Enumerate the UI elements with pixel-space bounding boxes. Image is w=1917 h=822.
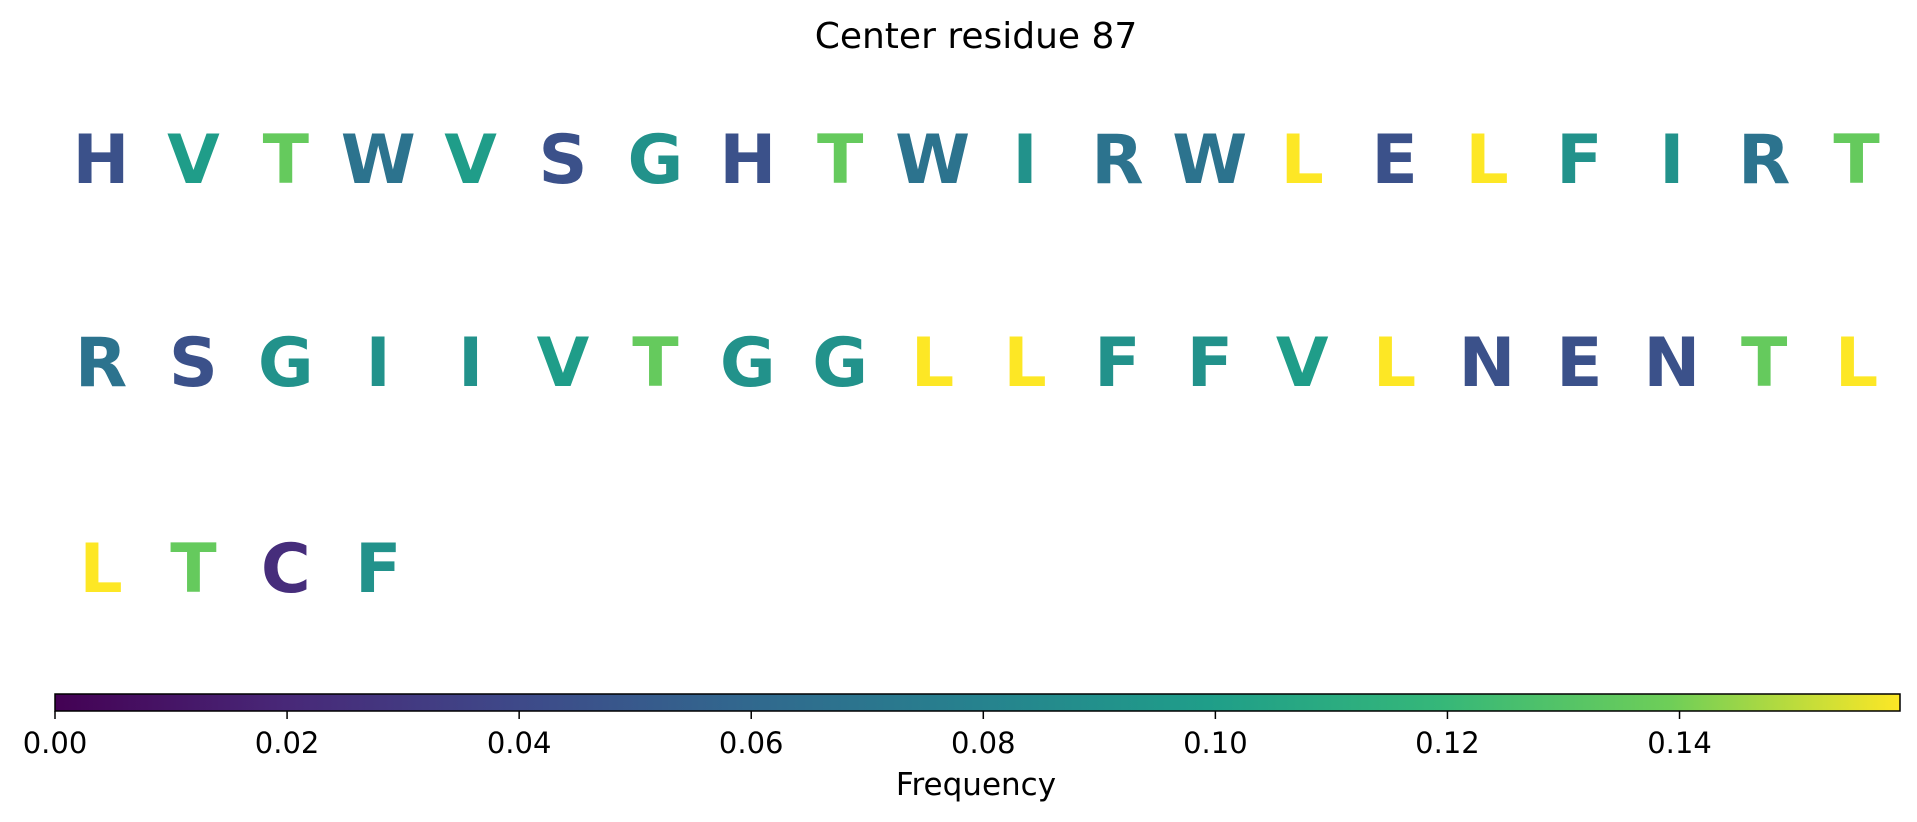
residue-letter: E <box>1371 121 1417 200</box>
residue-letter: I <box>1659 121 1684 200</box>
residue-letter: W <box>1172 121 1247 200</box>
residue-letter: F <box>1094 324 1140 403</box>
residue-letter: L <box>1373 324 1416 403</box>
residue-letter: L <box>1835 324 1878 403</box>
residue-letter: T <box>1833 121 1880 200</box>
residue-grid: H V T W V S G H T W I R W L E L F I R TR S G I I V T G G L L F F V L N E N T L… <box>73 121 1881 609</box>
residue-letter: T <box>1741 324 1788 403</box>
residue-letter: L <box>911 324 954 403</box>
residue-letter: L <box>1465 121 1508 200</box>
residue-letter: G <box>812 324 868 403</box>
residue-letter: V <box>167 121 220 200</box>
colorbar-label: Frequency <box>896 767 1056 803</box>
residue-letter: C <box>261 530 311 609</box>
colorbar: 0.00 0.02 0.04 0.06 0.08 0.10 0.12 0.14 Frequen… <box>23 693 1901 803</box>
colorbar-tick-label: 0.02 <box>255 726 320 760</box>
residue-letter: E <box>1556 324 1602 403</box>
residue-letter: G <box>720 324 776 403</box>
residue-letter: I <box>366 324 391 403</box>
residue-letter: G <box>258 324 314 403</box>
residue-letter: W <box>341 121 416 200</box>
colorbar-tick-label: 0.14 <box>1647 726 1712 760</box>
residue-letter: W <box>895 121 970 200</box>
colorbar-ticks: 0.00 0.02 0.04 0.06 0.08 0.10 0.12 0.14 <box>23 711 1712 760</box>
residue-letter: F <box>1556 121 1602 200</box>
residue-letter: L <box>1281 121 1324 200</box>
colorbar-gradient <box>54 693 1901 712</box>
residue-letter: N <box>1643 324 1700 403</box>
chart-title: Center residue 87 <box>815 16 1138 57</box>
residue-letter: R <box>1091 121 1143 200</box>
residue-letter: T <box>170 530 217 609</box>
residue-letter: R <box>1738 121 1790 200</box>
colorbar-tick-label: 0.10 <box>1183 726 1248 760</box>
residue-letter: L <box>1003 324 1046 403</box>
residue-letter: T <box>817 121 864 200</box>
colorbar-tick-label: 0.06 <box>719 726 784 760</box>
residue-letter: F <box>355 530 401 609</box>
residue-letter: V <box>1276 324 1329 403</box>
residue-letter: S <box>169 324 218 403</box>
colorbar-tick-label: 0.04 <box>487 726 552 760</box>
residue-letter: V <box>444 121 497 200</box>
residue-letter: V <box>537 324 590 403</box>
residue-letter: I <box>1012 121 1037 200</box>
residue-letter: T <box>632 324 679 403</box>
residue-letter: H <box>73 121 130 200</box>
residue-letter: I <box>458 324 483 403</box>
residue-letter: L <box>79 530 122 609</box>
residue-letter: G <box>627 121 683 200</box>
residue-letter: R <box>75 324 127 403</box>
residue-letter: H <box>719 121 776 200</box>
residue-letter: T <box>263 121 310 200</box>
colorbar-tick-label: 0.12 <box>1415 726 1480 760</box>
residue-letter: F <box>1187 324 1233 403</box>
residue-letter: N <box>1459 324 1516 403</box>
colorbar-tick-label: 0.08 <box>951 726 1016 760</box>
residue-letter: S <box>539 121 588 200</box>
colorbar-tick-label: 0.00 <box>23 726 88 760</box>
